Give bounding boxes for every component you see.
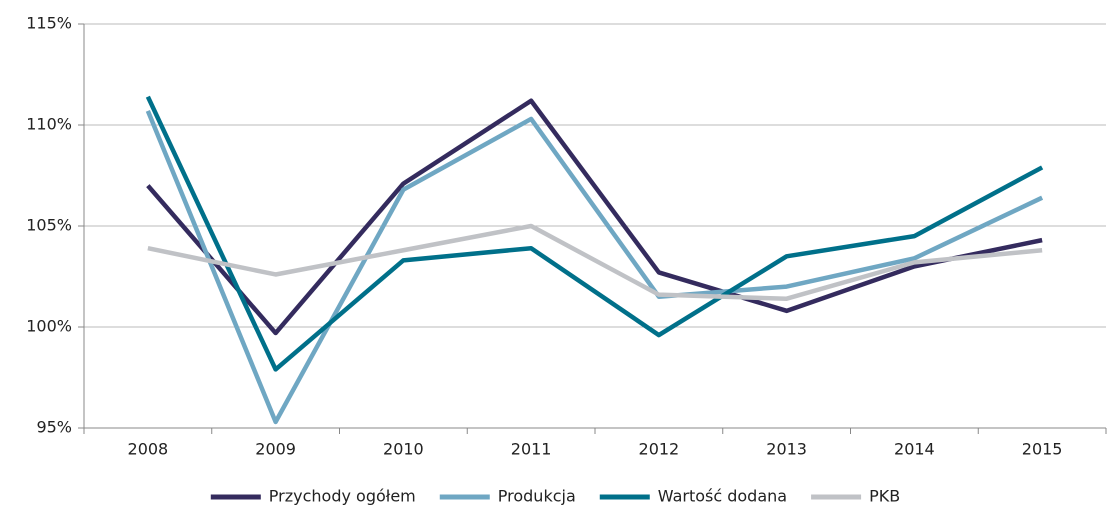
legend: Przychody ogółem Produkcja Wartość dodana P… [210,487,900,506]
series-line [145,95,1044,372]
x-tick-label: 2011 [511,440,552,459]
x-tick-label: 2014 [894,440,935,459]
y-tick-label: 100% [26,317,72,336]
x-tick-label: 2015 [1022,440,1063,459]
x-tick-label: 2008 [128,440,169,459]
x-tick-label: 2009 [255,440,296,459]
legend-label: Przychody ogółem [269,487,416,506]
legend-label: PKB [869,487,900,506]
series-line [146,98,1043,336]
y-tick-label: 110% [26,115,72,134]
legend-label: Wartość dodana [658,487,787,506]
y-tick-label: 115% [26,14,72,33]
y-tick-label: 95% [36,418,72,437]
series-line [147,223,1043,301]
x-tick-label: 2010 [383,440,424,459]
series-line [145,110,1044,425]
y-tick-label: 105% [26,216,72,235]
legend-label: Produkcja [498,487,576,506]
x-tick-label: 2013 [766,440,807,459]
x-tick-label: 2012 [639,440,680,459]
